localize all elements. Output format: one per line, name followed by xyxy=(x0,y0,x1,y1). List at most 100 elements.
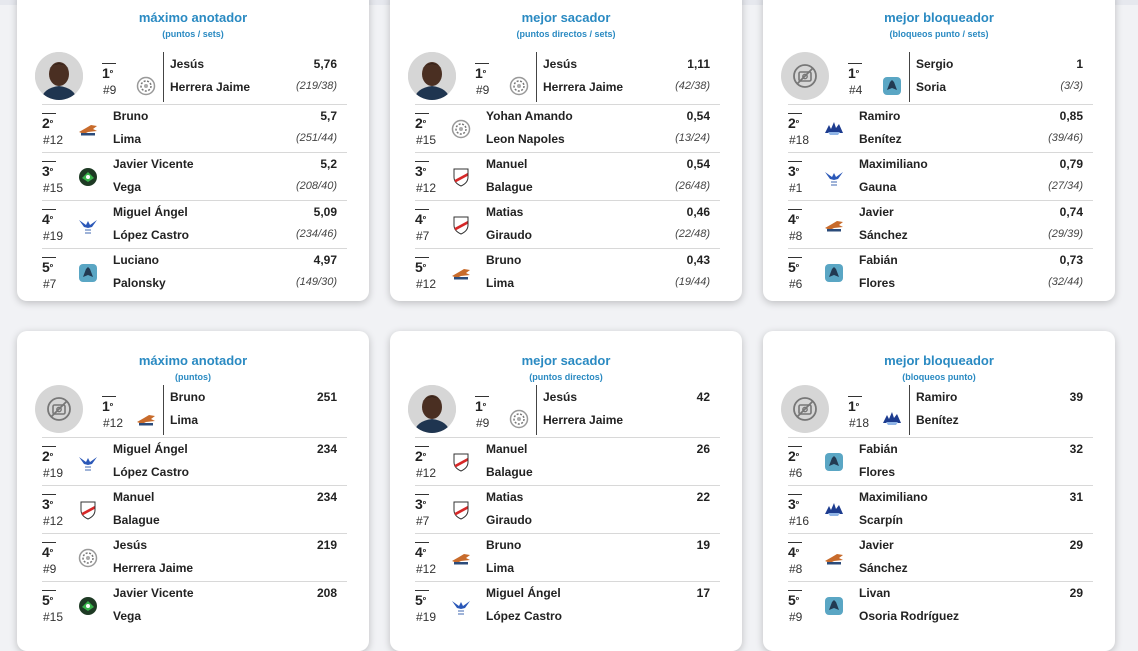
ranking-row[interactable]: 3º #1 Maximiliano Gauna 0,79 (27/34) xyxy=(788,153,1093,201)
player-last-name: Palonsky xyxy=(113,276,166,290)
ranking-row[interactable]: 3º #15 Javier Vicente Vega 5,2 (208/40) xyxy=(42,153,347,201)
ranking-row[interactable]: 5º #6 Fabián Flores 0,73 (32/44) xyxy=(788,249,1093,296)
ranking-row[interactable]: 4º #19 Miguel Ángel López Castro 5,09 (234/46… xyxy=(42,201,347,249)
ranking-row[interactable]: 5º #7 Luciano Palonsky 4,97 (149/30) xyxy=(42,249,347,296)
rank-position: 5º xyxy=(415,590,430,607)
ranking-row[interactable]: 2º #19 Miguel Ángel López Castro 234 xyxy=(42,438,347,486)
team-logo-icon xyxy=(451,500,471,520)
team-logo-icon xyxy=(78,167,98,187)
team-logo-icon xyxy=(824,596,844,616)
player-photo xyxy=(408,385,456,433)
rank-number: 4 xyxy=(42,211,50,227)
ranking-row[interactable]: 2º #15 Yohan Amando Leon Napoles 0,54 (13/24) xyxy=(415,105,720,153)
player-last-name: Giraudo xyxy=(486,513,533,527)
ranking-row[interactable]: 3º #12 Manuel Balague 0,54 (26/48) xyxy=(415,153,720,201)
stat-value: 5,2 xyxy=(320,157,337,171)
ranking-row[interactable]: 4º #8 Javier Sánchez 29 xyxy=(788,534,1093,582)
jersey-number: #15 xyxy=(43,610,64,624)
jersey-number: #7 xyxy=(43,277,57,291)
ranking-row[interactable]: 1º #9 Jesús Herrera Jaime 42 xyxy=(408,385,720,438)
stat-value: 4,97 xyxy=(313,253,337,267)
rank-ordinal: º xyxy=(795,166,800,176)
ranking-row[interactable]: 5º #9 Livan Osoria Rodríguez 29 xyxy=(788,582,1093,629)
player-first-name: Maximiliano xyxy=(859,490,928,504)
ranking-row[interactable]: 5º #15 Javier Vicente Vega 208 xyxy=(42,582,347,629)
ranking-row[interactable]: 2º #6 Fabián Flores 32 xyxy=(788,438,1093,486)
team-logo-icon xyxy=(78,119,98,139)
ranking-row[interactable]: 2º #18 Ramiro Benítez 0,85 (39/46) xyxy=(788,105,1093,153)
player-last-name: Flores xyxy=(859,465,896,479)
rank-number: 5 xyxy=(415,259,423,275)
player-last-name: Gauna xyxy=(859,180,897,194)
rank-number: 3 xyxy=(42,163,50,179)
ranking-row[interactable]: 5º #19 Miguel Ángel López Castro 17 xyxy=(415,582,720,629)
rank-ordinal: º xyxy=(422,166,427,176)
player-last-name: Sánchez xyxy=(859,228,908,242)
jersey-number: #6 xyxy=(789,466,803,480)
player-last-name: Balague xyxy=(486,465,533,479)
rank-ordinal: º xyxy=(795,451,800,461)
ranking-row[interactable]: 3º #16 Maximiliano Scarpín 31 xyxy=(788,486,1093,534)
ranking-row[interactable]: 1º #18 Ramiro Benítez 39 xyxy=(781,385,1093,438)
ranking-row[interactable]: 1º #9 Jesús Herrera Jaime 1,11 (42/38) xyxy=(408,52,720,105)
stat-value: 1 xyxy=(1076,57,1083,71)
ranking-row[interactable]: 3º #7 Matias Giraudo 22 xyxy=(415,486,720,534)
rank-ordinal: º xyxy=(855,401,860,411)
jersey-number: #19 xyxy=(416,610,437,624)
team-logo-icon xyxy=(509,409,529,429)
stat-value: 19 xyxy=(696,538,710,552)
stat-detail: (26/48) xyxy=(675,180,710,192)
rank-number: 1 xyxy=(848,65,856,81)
rank-ordinal: º xyxy=(795,547,800,557)
rank-number: 4 xyxy=(42,544,50,560)
ranking-row[interactable]: 4º #8 Javier Sánchez 0,74 (29/39) xyxy=(788,201,1093,249)
player-first-name: Manuel xyxy=(486,157,528,171)
ranking-row[interactable]: 4º #7 Matias Giraudo 0,46 (22/48) xyxy=(415,201,720,249)
stat-value: 0,46 xyxy=(686,205,710,219)
jersey-number: #12 xyxy=(416,181,437,195)
stat-detail: (149/30) xyxy=(296,276,337,288)
stat-value: 219 xyxy=(316,538,337,552)
divider xyxy=(536,385,537,435)
ranking-list: 1º #9 Jesús Herrera Jaime 1,11 (42/38) 2º #15 Yo… xyxy=(408,52,720,296)
rank-position: 4º xyxy=(788,542,803,559)
ranking-row[interactable]: 1º #4 Sergio Soria 1 (3/3) xyxy=(781,52,1093,105)
ranking-row[interactable]: 2º #12 Manuel Balague 26 xyxy=(415,438,720,486)
player-first-name: Jesús xyxy=(113,538,148,552)
rank-position: 4º xyxy=(415,542,430,559)
leader-card: mejor bloqueador (bloqueos punto) 1º #18 Ram… xyxy=(763,331,1115,651)
card-subtitle: (puntos directos / sets) xyxy=(516,29,616,39)
jersey-number: #9 xyxy=(103,83,117,97)
ranking-row[interactable]: 4º #9 Jesús Herrera Jaime 219 xyxy=(42,534,347,582)
player-last-name: Lima xyxy=(486,276,515,290)
jersey-number: #6 xyxy=(789,277,803,291)
player-first-name: Ramiro xyxy=(859,109,901,123)
player-first-name: Manuel xyxy=(113,490,155,504)
rank-ordinal: º xyxy=(422,595,427,605)
stat-value: 208 xyxy=(316,586,337,600)
ranking-row[interactable]: 1º #12 Bruno Lima 251 xyxy=(35,385,347,438)
ranking-row[interactable]: 2º #12 Bruno Lima 5,7 (251/44) xyxy=(42,105,347,153)
rank-ordinal: º xyxy=(422,118,427,128)
stat-detail: (22/48) xyxy=(675,228,710,240)
rank-position: 5º xyxy=(42,590,57,607)
rank-ordinal: º xyxy=(49,547,54,557)
team-logo-icon xyxy=(451,548,471,568)
rank-position: 4º xyxy=(415,209,430,226)
rank-ordinal: º xyxy=(49,499,54,509)
ranking-list: 1º #18 Ramiro Benítez 39 2º #6 Fabián Flores 32 3º… xyxy=(781,385,1093,629)
ranking-row[interactable]: 1º #9 Jesús Herrera Jaime 5,76 (219/38) xyxy=(35,52,347,105)
player-last-name: López Castro xyxy=(113,465,190,479)
rank-position: 1º xyxy=(848,63,863,81)
ranking-row[interactable]: 5º #12 Bruno Lima 0,43 (19/44) xyxy=(415,249,720,296)
jersey-number: #9 xyxy=(43,562,57,576)
ranking-list: 1º #9 Jesús Herrera Jaime 5,76 (219/38) 2º #12 B… xyxy=(35,52,347,296)
ranking-row[interactable]: 3º #12 Manuel Balague 234 xyxy=(42,486,347,534)
stat-detail: (13/24) xyxy=(675,132,710,144)
stat-detail: (3/3) xyxy=(1060,80,1083,92)
rank-ordinal: º xyxy=(49,118,54,128)
stat-value: 251 xyxy=(316,390,337,404)
rank-number: 5 xyxy=(42,259,50,275)
ranking-row[interactable]: 4º #12 Bruno Lima 19 xyxy=(415,534,720,582)
stat-value: 31 xyxy=(1069,490,1083,504)
